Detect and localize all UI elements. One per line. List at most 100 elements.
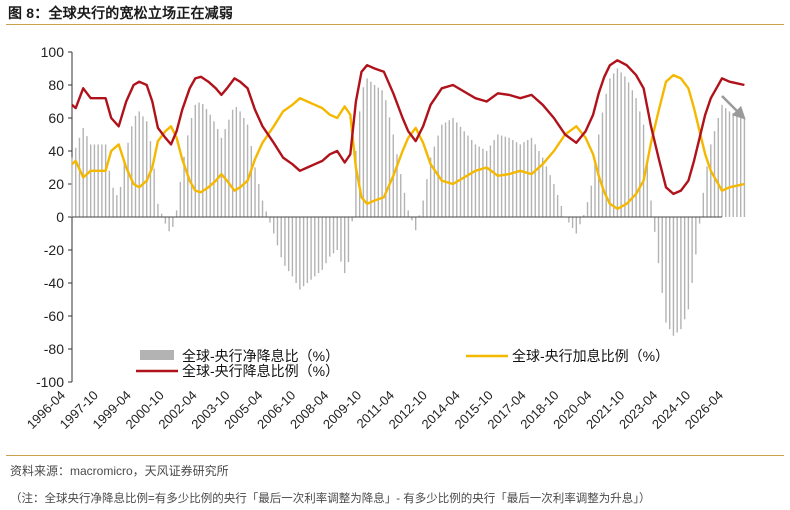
net-cut-bar	[702, 192, 705, 217]
net-cut-bar	[340, 217, 342, 262]
net-cut-bar	[261, 200, 264, 217]
net-cut-bar	[609, 78, 611, 218]
net-cut-bar	[620, 72, 622, 218]
net-cut-bar	[519, 144, 521, 217]
net-cut-bar	[680, 217, 682, 330]
net-cut-bar	[672, 217, 675, 336]
net-cut-bar	[627, 82, 630, 217]
net-cut-bar	[388, 117, 391, 217]
net-cut-bar	[146, 121, 148, 217]
net-cut-bar	[728, 111, 731, 217]
net-cut-bar	[549, 175, 551, 217]
net-cut-bar	[732, 113, 734, 217]
net-cut-bar	[482, 148, 484, 217]
net-cut-bar	[444, 122, 447, 217]
net-cut-bar	[362, 87, 365, 217]
net-cut-bar	[224, 129, 226, 217]
net-cut-bar	[258, 184, 260, 217]
net-cut-bar	[736, 114, 738, 217]
net-cut-bar	[168, 217, 170, 232]
net-cut-bar	[739, 116, 742, 217]
net-cut-bar	[515, 142, 518, 217]
net-cut-bar	[295, 217, 297, 283]
ratio-lines	[71, 59, 745, 210]
net-cut-bar	[579, 217, 581, 225]
net-cut-bar	[583, 215, 585, 217]
net-cut-bar	[433, 146, 436, 217]
net-cut-bar	[276, 217, 279, 246]
net-cut-bar	[698, 217, 701, 224]
figure-title: 图 8：全球央行的宽松立场正在减弱	[8, 5, 234, 21]
net-cut-bar	[243, 118, 245, 217]
net-cut-bar	[355, 151, 357, 217]
net-cut-bar	[134, 115, 137, 217]
net-cut-bar	[190, 118, 193, 217]
net-cut-bar	[538, 151, 540, 217]
y-axis: 100 80 60 40 20 0 -20 -40 -60 -80 -100	[36, 44, 73, 390]
y-tick-label: 20	[48, 176, 64, 192]
legend: 全球-央行净降息比（%） 全球-央行加息比例（%） 全球-央行降息比例（%）	[136, 348, 669, 379]
net-cut-bar	[612, 73, 615, 217]
net-cut-bar	[209, 114, 211, 217]
net-cut-bar	[153, 168, 155, 217]
net-cut-bar	[441, 124, 443, 217]
net-cut-bar	[642, 124, 645, 217]
net-cut-bar	[310, 217, 312, 280]
y-tick-label: -80	[44, 341, 64, 357]
net-cut-bar	[78, 137, 81, 217]
net-cut-bar	[489, 145, 492, 217]
net-cut-bar	[97, 144, 99, 217]
net-cut-bar	[202, 103, 204, 217]
cut-ratio-line	[71, 59, 745, 196]
net-cut-bar	[358, 111, 361, 217]
y-tick-label: 40	[48, 143, 64, 159]
net-cut-bar	[530, 137, 533, 217]
net-cut-bar	[75, 147, 77, 217]
net-cut-bar	[687, 217, 690, 310]
hike-ratio-line	[71, 73, 745, 210]
y-tick-label: 60	[48, 110, 64, 126]
net-cut-bar	[112, 187, 114, 217]
net-cut-bar	[123, 162, 125, 217]
net-cut-bar	[235, 107, 238, 217]
net-cut-bar	[512, 140, 514, 217]
net-cut-bar	[179, 181, 182, 217]
net-cut-bar	[553, 184, 555, 217]
net-cut-bar	[683, 217, 686, 320]
net-cut-bar	[302, 217, 305, 287]
net-cut-bar	[280, 217, 282, 258]
y-tick-label: 0	[56, 209, 64, 225]
legend-label-cut_ratio: 全球-央行降息比例（%）	[182, 363, 339, 379]
net-cut-bar	[575, 217, 578, 234]
y-tick-label: 80	[48, 77, 64, 93]
net-cut-bar	[216, 129, 219, 217]
net-cut-bar	[414, 217, 417, 231]
net-cut-bar	[601, 112, 604, 217]
y-tick-label: -100	[36, 374, 64, 390]
net-cut-bar	[317, 217, 320, 274]
net-cut-bar	[86, 136, 88, 217]
net-cut-bar	[534, 144, 536, 217]
legend-label-net_cut: 全球-央行净降息比（%）	[182, 348, 339, 364]
note-text: （注：全球央行净降息比例=有多少比例的央行「最后一次利率调整为降息」- 有多少比…	[10, 493, 651, 505]
net-cut-bar	[590, 185, 592, 217]
net-cut-bar	[284, 217, 286, 266]
net-cut-bar	[646, 162, 648, 217]
net-cut-bar	[411, 217, 413, 221]
net-cut-bar	[373, 85, 376, 217]
net-cut-bar	[429, 157, 432, 217]
net-cut-bar	[71, 157, 73, 217]
net-cut-bar	[523, 142, 525, 217]
net-cut-bar	[299, 217, 301, 290]
net-cut-bar	[325, 217, 327, 264]
net-cut-bar	[635, 98, 637, 217]
net-cut-bar	[661, 217, 663, 293]
net-cut-bar	[493, 140, 495, 217]
net-cut-bar	[541, 157, 544, 217]
net-cut-bar	[463, 131, 465, 217]
net-cut-bar	[695, 217, 697, 255]
net-cut-bar	[504, 136, 507, 217]
net-cut-bar	[545, 166, 548, 217]
net-cut-bar	[650, 200, 652, 217]
net-cut-bar	[485, 151, 488, 217]
